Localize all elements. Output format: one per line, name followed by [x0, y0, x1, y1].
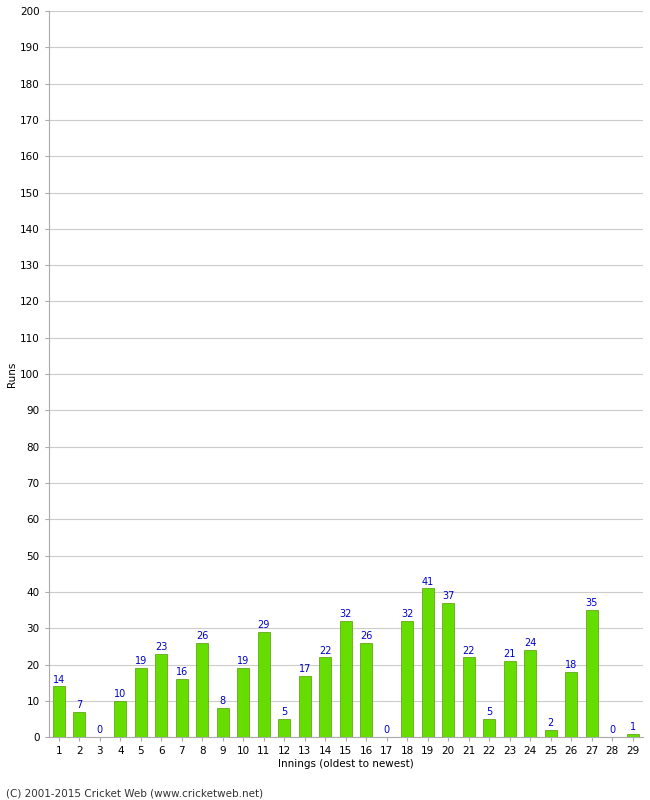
Bar [360, 643, 372, 738]
Bar [340, 621, 352, 738]
X-axis label: Innings (oldest to newest): Innings (oldest to newest) [278, 759, 413, 769]
Text: 26: 26 [360, 631, 372, 641]
Text: 0: 0 [97, 726, 103, 735]
Text: 19: 19 [135, 657, 147, 666]
Text: 22: 22 [463, 646, 475, 655]
Bar [237, 668, 250, 738]
Bar [155, 654, 168, 738]
Text: 17: 17 [298, 664, 311, 674]
Text: 16: 16 [176, 667, 188, 678]
Bar [524, 650, 536, 738]
Text: 0: 0 [609, 726, 616, 735]
Bar [401, 621, 413, 738]
Bar [586, 610, 598, 738]
Bar [278, 719, 291, 738]
Text: 7: 7 [76, 700, 83, 710]
Text: 32: 32 [401, 610, 413, 619]
Bar [565, 672, 577, 738]
Bar [442, 603, 454, 738]
Text: 5: 5 [281, 707, 287, 718]
Bar [627, 734, 639, 738]
Text: (C) 2001-2015 Cricket Web (www.cricketweb.net): (C) 2001-2015 Cricket Web (www.cricketwe… [6, 788, 264, 798]
Text: 35: 35 [586, 598, 598, 608]
Bar [53, 686, 65, 738]
Text: 24: 24 [524, 638, 536, 648]
Bar [483, 719, 495, 738]
Text: 19: 19 [237, 657, 250, 666]
Text: 37: 37 [442, 591, 454, 601]
Text: 1: 1 [630, 722, 636, 732]
Bar [319, 658, 332, 738]
Bar [298, 675, 311, 738]
Text: 0: 0 [384, 726, 390, 735]
Text: 10: 10 [114, 689, 126, 699]
Text: 32: 32 [339, 610, 352, 619]
Bar [463, 658, 475, 738]
Text: 26: 26 [196, 631, 209, 641]
Bar [545, 730, 557, 738]
Text: 8: 8 [220, 696, 226, 706]
Bar [114, 701, 126, 738]
Bar [257, 632, 270, 738]
Text: 41: 41 [422, 577, 434, 586]
Bar [216, 708, 229, 738]
Bar [135, 668, 147, 738]
Text: 29: 29 [257, 620, 270, 630]
Text: 5: 5 [486, 707, 493, 718]
Bar [73, 712, 85, 738]
Bar [422, 588, 434, 738]
Text: 22: 22 [319, 646, 332, 655]
Text: 23: 23 [155, 642, 168, 652]
Bar [176, 679, 188, 738]
Text: 18: 18 [565, 660, 577, 670]
Bar [504, 661, 516, 738]
Text: 2: 2 [548, 718, 554, 728]
Y-axis label: Runs: Runs [7, 362, 17, 386]
Text: 21: 21 [504, 649, 516, 659]
Bar [196, 643, 209, 738]
Text: 14: 14 [53, 674, 65, 685]
